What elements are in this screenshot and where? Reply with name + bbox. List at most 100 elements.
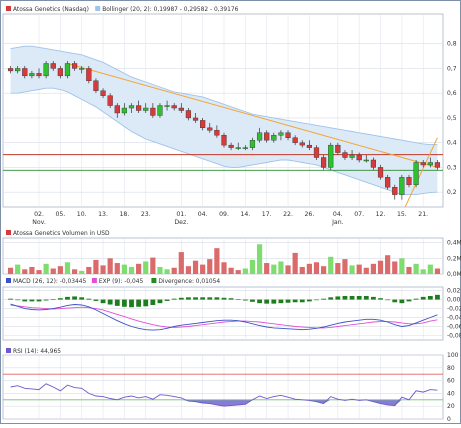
volume-bar xyxy=(256,244,263,274)
volume-bar xyxy=(50,268,56,274)
divergence-bar xyxy=(342,295,348,300)
volume-bar xyxy=(221,262,227,274)
candle-body xyxy=(306,144,312,148)
divergence-bar xyxy=(186,297,191,300)
volume-bar xyxy=(29,266,35,274)
watermark: BORSE xyxy=(221,152,255,162)
candle-body xyxy=(342,152,348,158)
candle-body xyxy=(93,80,99,91)
legend-label: EXP (9): -0,045 xyxy=(99,279,144,285)
legend-label: Atossa Genetics (Nasdaq) xyxy=(13,7,89,13)
candle-body xyxy=(36,73,42,77)
divergence-bar xyxy=(121,299,127,307)
divergence-bar xyxy=(214,297,220,300)
bollinger-lower xyxy=(10,87,438,196)
signal-line xyxy=(10,304,438,329)
divergence-bar xyxy=(65,296,70,300)
volume-bar xyxy=(363,267,369,274)
volume-tick-label: 0,4M xyxy=(447,240,461,247)
price-tick-label: 0,2 xyxy=(447,189,457,196)
volume-bar xyxy=(292,252,298,274)
candle-body xyxy=(121,107,127,114)
volume-bar xyxy=(7,267,14,274)
volume-bar xyxy=(214,248,220,274)
rsi-tick-label: 40 xyxy=(447,390,455,397)
candle-body xyxy=(7,68,14,72)
volume-bar xyxy=(299,266,305,274)
divergence-bar xyxy=(157,299,163,304)
candle-body xyxy=(178,107,184,111)
candle-body xyxy=(207,127,213,131)
volume-bar xyxy=(385,255,391,274)
divergence-bar xyxy=(22,299,28,302)
volume-bar xyxy=(114,263,120,274)
macd-tick-label: -0,04 xyxy=(447,315,461,322)
divergence-bar xyxy=(200,297,206,300)
rsi-tick-label: 0 xyxy=(447,416,451,423)
x-tick-label: 17. xyxy=(262,211,272,218)
candle-body xyxy=(29,73,35,77)
candle-body xyxy=(50,63,56,69)
candle-body xyxy=(22,68,28,77)
candle-body xyxy=(136,105,142,111)
rsi-tick-label: 20 xyxy=(447,403,455,410)
volume-bar xyxy=(164,269,170,274)
divergence-bar xyxy=(349,295,355,300)
divergence-bar xyxy=(264,299,270,304)
divergence-bar xyxy=(235,299,241,300)
candle-body xyxy=(228,144,234,148)
candle-body xyxy=(278,132,284,136)
legend-label: Bollinger (20, 2): 0,19987 - 0,29582 - 0… xyxy=(102,7,238,13)
x-tick-sublabel: Nov. xyxy=(32,219,46,226)
divergence-bar xyxy=(385,299,391,301)
rsi-tick-label: 60 xyxy=(447,378,455,385)
macd-tick-label: -0,08 xyxy=(447,333,461,340)
volume-bar xyxy=(278,261,284,274)
volume-bar xyxy=(200,264,206,274)
candle-body xyxy=(43,63,49,77)
volume-bar xyxy=(121,264,127,274)
candle-body xyxy=(313,147,320,158)
volume-bar xyxy=(328,256,334,274)
candle-body xyxy=(299,142,305,146)
candle-body xyxy=(377,167,384,178)
volume-bar xyxy=(242,268,248,274)
candle-body xyxy=(200,120,206,129)
divergence-bar xyxy=(129,299,134,308)
volume-bar xyxy=(335,263,341,274)
candle-body xyxy=(164,105,170,107)
candle-body xyxy=(321,157,327,168)
legend-swatch xyxy=(6,278,11,283)
volume-bar xyxy=(71,269,78,274)
volume-bar xyxy=(228,267,234,274)
candle-body xyxy=(363,159,369,162)
divergence-bar xyxy=(271,299,277,304)
divergence-bar xyxy=(150,299,156,305)
x-tick-label: 21. xyxy=(418,211,428,218)
candle-body xyxy=(192,117,199,121)
candle-body xyxy=(185,110,192,119)
x-tick-sublabel: Dez. xyxy=(174,219,188,226)
divergence-bar xyxy=(72,296,77,300)
volume-bar xyxy=(399,258,405,274)
divergence-bar xyxy=(93,299,99,301)
volume-bar xyxy=(264,263,270,274)
candle-body xyxy=(292,137,298,143)
divergence-bar xyxy=(79,297,85,300)
candle-body xyxy=(427,162,433,166)
divergence-bar xyxy=(427,295,433,300)
volume-bar xyxy=(434,268,441,274)
x-tick-label: 01. xyxy=(176,211,186,218)
volume-bar xyxy=(86,266,92,274)
volume-bar xyxy=(249,259,256,274)
volume-bar xyxy=(43,263,49,274)
candle-body xyxy=(150,107,156,116)
x-tick-label: 09. xyxy=(219,211,229,218)
volume-bar xyxy=(271,264,277,274)
candle-body xyxy=(157,105,163,116)
divergence-bar xyxy=(250,299,255,302)
candle-body xyxy=(285,132,291,138)
volume-bar xyxy=(178,252,184,274)
candle-body xyxy=(71,63,78,69)
candle-body xyxy=(64,63,71,77)
